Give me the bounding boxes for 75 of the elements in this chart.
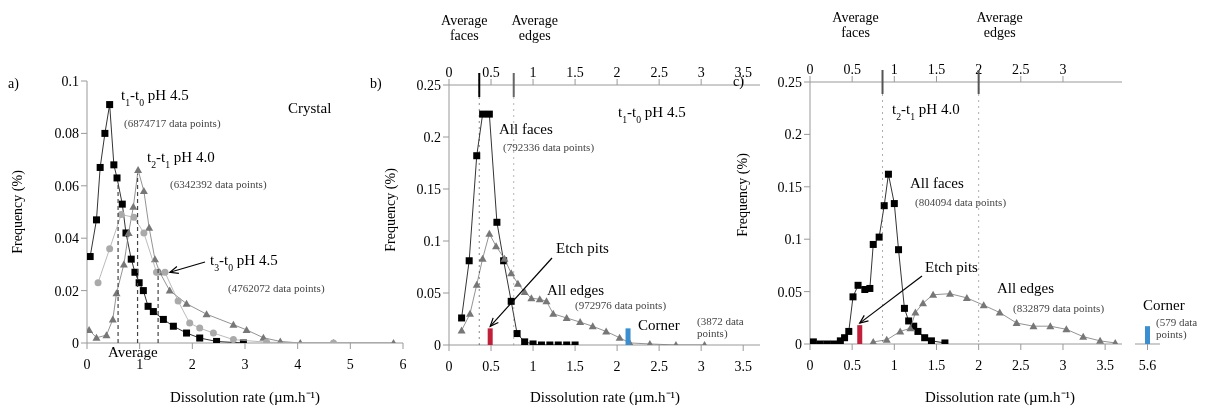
x-tick-label: 6 [399,356,407,372]
x-tick-label: 3 [697,65,705,80]
series-label: t$_{2}$-t$_{1}$ pH 4.0 [147,149,215,170]
y-tick-label: 0.05 [416,285,441,301]
x-tick-label: 1.5 [927,357,946,373]
text: Etch pits [925,259,979,275]
annotation: t$_{3}$-t$_{0}$ pH 4.5 [210,252,278,273]
x-tick-label: 4 [294,356,302,372]
annotation: (3872 data points) [697,315,744,340]
x-tick-label: 5.6 [1138,357,1157,373]
x-tick-label: 2.5 [1012,357,1030,373]
y-tick-label: 0.08 [54,126,79,142]
x-tick-label: 5 [346,356,354,372]
series-label: t$_{1}$-t$_{0}$ pH 4.5 [121,87,189,108]
series-label: All faces [910,175,964,191]
y-axis-title: Frequency (%) [383,167,399,252]
x-tick-label: 0 [83,356,91,372]
x-axis-title: Dissolution rate (µm.h⁻¹) [169,389,321,406]
annotation: (972976 data points) [575,299,667,312]
annotation: (804094 data points) [915,196,1007,209]
series-label: Corner [638,317,680,333]
x-tick-label: 0.5 [843,357,861,373]
y-tick-label: 0.04 [54,231,79,247]
ref-line-label: Average faces [832,10,879,40]
x-tick-label: 3.5 [1096,357,1114,373]
annotation: (792336 data points) [503,141,595,154]
x-tick-label: 0.5 [482,65,500,80]
x-axis-title: Dissolution rate (µm.h⁻¹) [924,389,1076,406]
ref-line-label: Average edges [976,10,1023,40]
x-tick-label: 2.5 [650,65,668,80]
annotation: (6342392 data points) [170,178,267,191]
y-tick-label: 0.25 [416,77,441,93]
ref-line-label: Average faces [441,13,488,43]
x-tick-label: 1 [890,357,898,373]
series-label: Corner [1143,297,1185,313]
y-tick-label: 0.06 [54,178,79,194]
y-tick-label: 0.25 [777,74,802,90]
y-tick-label: 0.15 [777,179,802,195]
y-axis-title: Frequency (%) [10,169,26,254]
x-tick-label: 2 [975,357,983,373]
annotation: (6874717 data points) [124,117,221,130]
text: Etch pits [556,240,610,256]
annotation: b) [370,76,382,92]
y-tick-label: 0.2 [784,127,802,143]
ref-line-label: Average edges [511,13,558,43]
y-tick-label: 0.2 [423,129,441,145]
x-tick-label: 1 [529,65,537,80]
series-label: All edges [547,282,605,298]
text: a) [8,76,20,92]
x-axis-title: Dissolution rate (µm.h⁻¹) [529,389,681,406]
series-label: All edges [997,280,1055,296]
x-tick-label: 3 [1059,357,1067,373]
x-tick-label: 0 [445,65,453,80]
y-tick-label: 0.05 [777,284,802,300]
y-tick-label: 0.1 [61,73,79,89]
annotation: (579 data points) [1156,316,1198,341]
y-tick-label: 0.1 [784,232,802,248]
y-tick-label: 0.15 [416,181,441,197]
y-tick-label: 0.02 [54,283,79,299]
series-label: All faces [499,121,553,137]
annotation: t$_{2}$-t$_{1}$ pH 4.0 [892,101,960,122]
annotation: (4762072 data points) [228,282,325,295]
x-tick-label: 0 [806,357,814,373]
y-tick-label: 0 [795,336,802,352]
x-tick-label: 3 [241,356,249,372]
x-tick-label: 1.5 [566,65,584,80]
y-axis-title: Frequency (%) [735,152,751,237]
annotation: Crystal [288,100,332,116]
x-tick-label: 2 [188,356,196,372]
annotation: t$_{1}$-t$_{0}$ pH 4.5 [618,104,686,125]
annotation: (832879 data points) [1013,302,1105,315]
y-tick-label: 0.1 [423,233,441,249]
x-tick-label: 2 [613,65,621,80]
y-tick-label: 0 [434,337,441,353]
y-tick-label: 0 [72,335,79,351]
